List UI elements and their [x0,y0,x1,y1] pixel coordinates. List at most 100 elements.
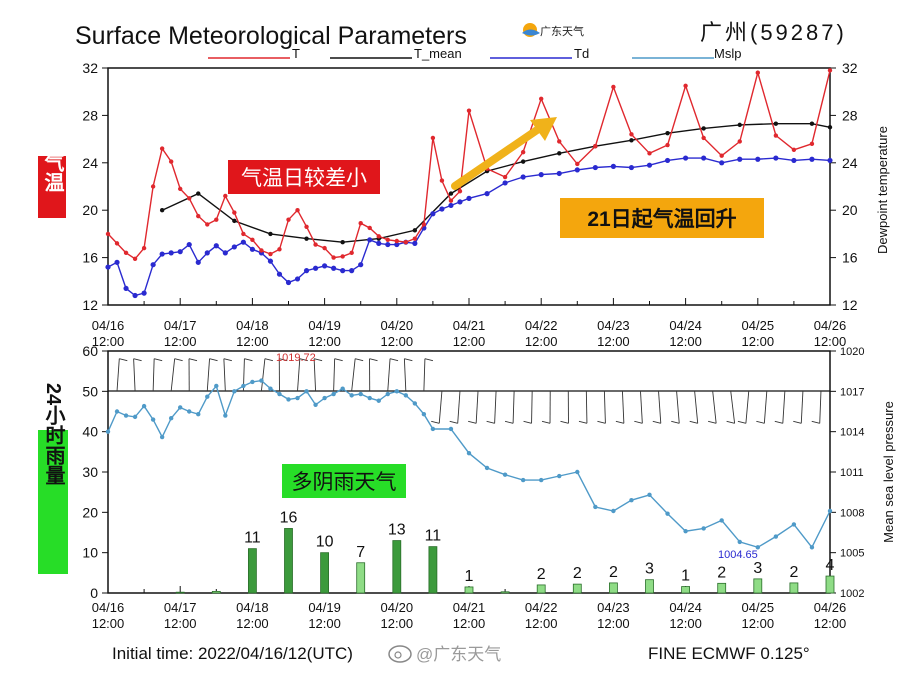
t-point [160,146,164,150]
x-tick-time: 12:00 [669,616,702,631]
y-tick-label: 16 [82,250,98,266]
t-point [575,162,579,166]
t-point [756,71,760,75]
rain-bar [357,563,365,593]
t-point [449,199,453,203]
x-tick-date: 04/22 [525,318,558,333]
x-tick-date: 04/24 [669,600,702,615]
td-point [241,240,246,245]
x-tick-date: 04/19 [308,318,341,333]
wind-barb-flag [487,421,495,423]
wind-barb-flag [370,359,378,361]
td-point [214,243,219,248]
wind-barb [388,359,390,391]
t-point [792,148,796,152]
td-point [295,276,300,281]
mslp-point [377,399,381,403]
rain-bar [501,592,509,593]
wind-barb-flag [210,359,218,361]
mslp-point [828,509,832,513]
mslp-point [810,545,814,549]
mslp-point [214,384,218,388]
mslp-point [575,470,579,474]
x-tick-date: 04/22 [525,600,558,615]
rain-bar-label: 2 [717,564,726,581]
rain-bar-label: 2 [573,565,582,582]
t-point [340,254,344,258]
mslp-point [241,384,245,388]
wind-barb-flag [738,421,746,423]
td-point [593,165,598,170]
td-point [313,266,318,271]
t-point [286,217,290,221]
wind-barb-flag [335,359,343,361]
wind-barb [731,391,735,423]
wind-barb-flag [775,421,783,423]
mslp-point [449,427,453,431]
td-point [557,171,562,176]
x-tick-time: 12:00 [164,616,197,631]
mslp-point [178,405,182,409]
x-tick-time: 12:00 [669,334,702,349]
wind-barb-flag [224,359,232,361]
td-point [358,262,363,267]
wind-barb-flag [175,359,183,361]
rain-bar-label: 2 [537,566,546,583]
wind-barb-flag [154,359,162,361]
rain-bar-label: 7 [356,544,365,561]
x-tick-date: 04/26 [814,600,847,615]
td-point [719,160,724,165]
td-point [187,242,192,247]
td-point [809,157,814,162]
y-tick-label: 16 [842,250,858,266]
mslp-point [521,478,525,482]
y-tick-label: 60 [82,343,98,359]
t-point [133,257,137,261]
td-point [376,241,381,246]
t-point [467,108,471,112]
x-tick-time: 12:00 [236,616,269,631]
td-point [340,268,345,273]
td-point [232,244,237,249]
t-point [124,251,128,255]
wind-barb [640,391,642,423]
t-point [322,246,326,250]
legend-label-td: Td [574,46,589,61]
station-name: 广州(59287) [700,20,847,45]
rain-bar [393,541,401,593]
td-point [105,264,110,269]
mslp-point [205,395,209,399]
mslp-point [557,474,561,478]
y-tick-label: 1002 [840,588,864,600]
wind-barb [439,391,442,423]
td-point [629,165,634,170]
y-tick-label: 1011 [840,467,864,479]
mslp-point [611,509,615,513]
x-tick-time: 12:00 [92,616,125,631]
watermark: @广东天气 [416,645,501,664]
mslp-min-label: 1004.65 [718,549,758,561]
t-point [268,252,272,256]
rain-bar-label: 10 [316,534,334,551]
mslp-max-label: 1019.72 [276,352,316,364]
y-tick-label: 40 [82,424,98,440]
t-point [665,143,669,147]
brand-logo-icon [522,23,540,37]
t-point [629,132,633,136]
t-mean-point [449,191,453,195]
x-tick-date: 04/20 [381,318,414,333]
rain-bar [285,528,293,593]
wind-barb-flag [708,421,716,423]
wind-barb [604,391,605,423]
x-tick-time: 12:00 [381,334,414,349]
t-point [178,187,182,191]
wind-barb-flag [505,421,513,423]
rain-bar-label: 3 [645,561,654,578]
mslp-point [322,396,326,400]
td-point [160,251,165,256]
rain-bar [754,579,762,593]
mslp-point [413,401,417,405]
wind-barb [586,391,587,423]
